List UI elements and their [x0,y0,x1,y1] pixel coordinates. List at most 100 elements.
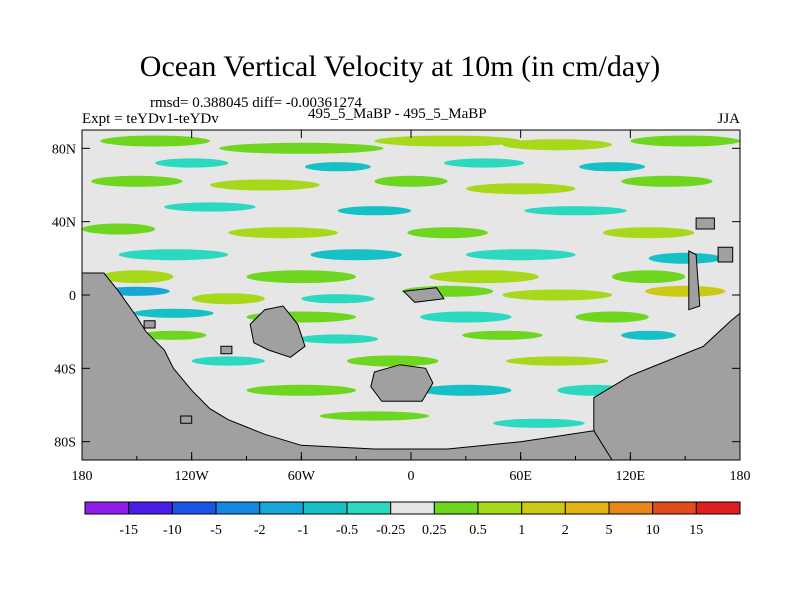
velocity-patch [502,139,612,151]
velocity-patch [465,249,576,261]
y-tick-label: 80S [54,436,76,451]
colorbar-swatch [521,501,566,515]
colorbar-swatch [564,501,610,515]
velocity-patch [337,206,411,216]
axis-layer: 180 120W 60W 0 60E 120E 180 80N 40N 0 40S 80S [52,129,751,484]
colorbar-label: 0.25 [422,523,447,538]
velocity-patch [191,356,265,366]
velocity-patch [374,135,521,147]
colorbar-swatch [390,501,435,515]
colorbar-label: 0.5 [469,523,487,538]
velocity-patch [374,175,448,187]
colorbar-label: -10 [163,523,182,538]
land-mass [688,250,701,311]
velocity-patch [524,206,627,216]
x-tick-label: 120W [175,469,210,484]
x-tick-label: 60W [288,469,316,484]
colorbar-label: -2 [254,523,266,538]
velocity-patch [228,227,338,239]
land-mass [180,415,193,424]
land-mass [370,364,434,402]
velocity-patch [246,270,357,284]
colorbar-label: 15 [689,523,703,538]
x-tick-label: 180 [730,469,751,484]
velocity-patch [310,249,402,261]
velocity-patch [630,135,740,147]
velocity-patch [575,311,649,323]
velocity-patch [140,330,207,340]
velocity-patch [648,252,722,264]
velocity-patch [502,289,612,301]
velocity-patch [305,162,371,172]
land-mass [220,345,233,355]
velocity-patch [118,249,229,261]
velocity-patch [91,175,183,187]
colorbar-label: -0.25 [376,523,405,538]
map-layer [82,130,740,460]
colorbar-swatch [652,501,697,515]
x-tick-label: 0 [408,469,415,484]
colorbar-swatch [695,501,741,515]
stats-label: rmsd= 0.388045 diff= -0.00361274 [150,95,363,111]
colorbar-swatch [128,501,173,515]
colorbar-label: -0.5 [336,523,358,538]
y-tick-label: 80N [52,142,76,157]
velocity-patch [347,355,439,367]
experiment-label: Expt = teYDv1-teYDv [82,111,219,127]
velocity-patch [407,227,488,239]
colorbar-swatch [302,501,348,515]
land-mass [717,246,734,263]
colorbar-swatch [346,501,392,515]
x-tick-label: 60E [509,469,532,484]
velocity-patch [246,384,357,396]
velocity-patch [579,162,645,172]
velocity-patch [301,294,375,304]
x-tick-label: 180 [72,469,93,484]
colorbar-label: 1 [518,523,525,538]
colorbar: -15 -10 -5 -2 -1 -0.5 -0.25 0.25 0.5 1 2 5 10 15 [84,501,741,538]
land-mass [695,217,715,230]
velocity-patch [218,142,384,154]
velocity-patch [82,223,156,235]
colorbar-label: 5 [606,523,613,538]
velocity-patch [297,334,379,344]
y-tick-label: 0 [69,289,76,304]
colorbar-swatch [84,501,130,515]
velocity-patch [602,227,695,239]
colorbar-swatch [259,501,304,515]
colorbar-swatch [215,501,261,515]
case-label: 495_5_MaBP - 495_5_MaBP [308,106,487,122]
colorbar-label: -5 [210,523,222,538]
colorbar-swatch [477,501,523,515]
season-label: JJA [717,111,740,127]
colorbar-swatch [433,501,479,515]
land-mass [402,287,445,303]
velocity-patch [443,158,525,168]
velocity-patch [429,270,539,284]
velocity-patch [420,384,512,396]
velocity-patch [155,158,229,168]
colorbar-label: -1 [297,523,309,538]
chart-title: Ocean Vertical Velocity at 10m (in cm/da… [139,50,661,83]
velocity-patch [506,356,609,366]
land-mass [593,312,740,460]
colorbar-label: 10 [646,523,660,538]
velocity-patch [319,411,430,421]
colorbar-label: -15 [119,523,138,538]
velocity-patch [100,270,174,284]
velocity-patch [209,179,320,191]
velocity-patch [462,330,543,340]
land-mass [249,305,306,358]
colorbar-swatch [608,501,654,515]
velocity-patch [645,285,726,297]
velocity-patch [621,175,713,187]
colorbar-swatch [171,501,217,515]
y-tick-label: 40N [52,216,76,231]
velocity-patch [493,418,585,428]
land-mass [143,320,156,329]
map-field [82,130,740,460]
velocity-patch [133,308,214,318]
velocity-patch [191,293,265,305]
velocity-patch [164,202,256,212]
